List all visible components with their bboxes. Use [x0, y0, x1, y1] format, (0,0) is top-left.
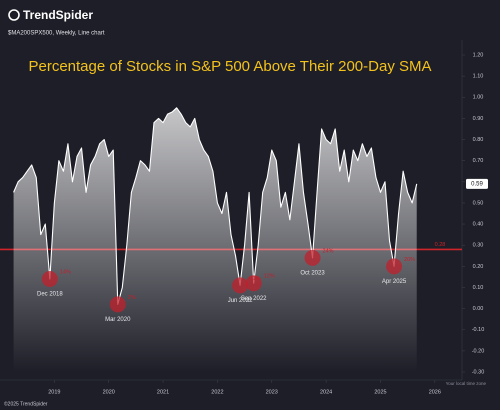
reference-label: 0.28: [435, 242, 446, 248]
annotation-value: 12%: [264, 274, 275, 280]
brand: TrendSpider: [23, 8, 93, 22]
y-tick-label: 0.10: [473, 285, 484, 291]
y-tick-label: 0.90: [473, 116, 484, 122]
y-tick-label: -0.30: [472, 369, 485, 375]
annotation-marker: [304, 249, 321, 266]
timezone-note: Your local time zone: [446, 381, 487, 386]
annotation-label: Mar 2020: [105, 317, 131, 323]
y-tick-label: -0.10: [472, 327, 485, 333]
annotation-value: 24%: [323, 248, 334, 254]
x-tick-label: 2019: [48, 389, 60, 395]
y-tick-label: 1.00: [473, 95, 484, 101]
y-tick-label: 0.50: [473, 200, 484, 206]
y-tick-label: 1.20: [473, 52, 484, 58]
x-tick-label: 2022: [211, 389, 223, 395]
y-tick-label: 0.20: [473, 264, 484, 270]
x-tick-label: 2025: [374, 389, 386, 395]
x-tick-label: 2020: [103, 389, 115, 395]
annotation-value: 14%: [60, 269, 71, 275]
y-tick-label: 0.70: [473, 158, 484, 164]
y-tick-label: 0.00: [473, 306, 484, 312]
y-tick-label: 0.30: [473, 243, 484, 249]
annotation-marker: [41, 271, 58, 288]
annotation-value: 20%: [404, 257, 415, 263]
annotation-label: Sep 2022: [241, 296, 267, 302]
y-tick-label: 0.80: [473, 137, 484, 143]
x-tick-label: 2021: [157, 389, 169, 395]
y-tick-label: -0.20: [472, 348, 485, 354]
chart-title: Percentage of Stocks in S&P 500 Above Th…: [28, 58, 431, 75]
annotation-marker: [232, 277, 249, 294]
last-value-tag: [466, 178, 488, 189]
x-tick-label: 2024: [320, 389, 332, 395]
x-tick-label: 2026: [429, 389, 441, 395]
annotation-label: Oct 2023: [300, 270, 325, 276]
annotation-marker: [109, 296, 126, 313]
annotation-label: Apr 2025: [382, 279, 407, 285]
annotation-label: Dec 2018: [37, 292, 63, 298]
annotation-marker: [386, 258, 403, 275]
last-value-label: 0.59: [471, 181, 483, 187]
y-tick-label: 0.40: [473, 222, 484, 228]
annotation-marker: [245, 275, 262, 292]
subtitle: $MA200SPX500, Weekly, Line chart: [8, 31, 105, 37]
x-tick-label: 2023: [266, 389, 278, 395]
annotation-label: Jun 2022: [228, 298, 253, 304]
logo-icon: [8, 9, 20, 21]
line: [13, 107, 418, 305]
y-tick-label: 1.10: [473, 74, 484, 80]
annotation-value: 2%: [128, 295, 136, 301]
footer: ©2025 TrendSpider: [4, 400, 48, 407]
logo: TrendSpider: [8, 8, 93, 22]
